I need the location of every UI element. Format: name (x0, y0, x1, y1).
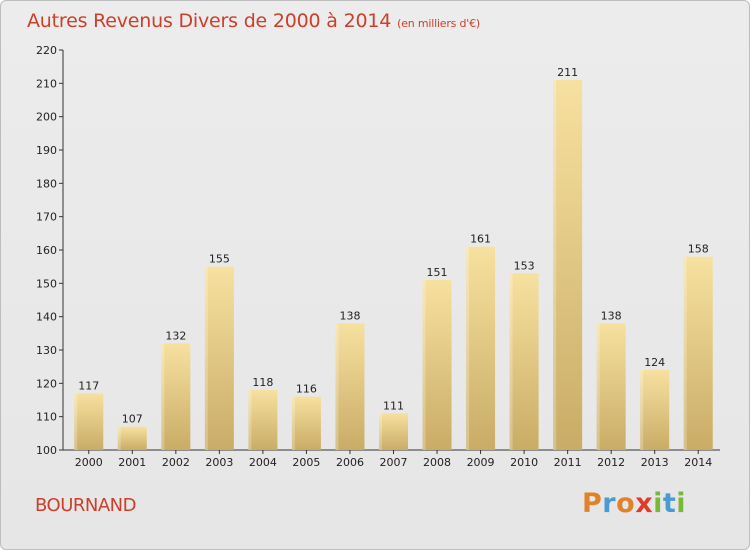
value-label-2010: 153 (514, 259, 535, 272)
bar-2012 (596, 323, 626, 450)
y-tick-label: 200 (36, 111, 57, 124)
chart-title: Autres Revenus Divers de 2000 à 2014 (en … (27, 10, 480, 32)
value-label-2008: 151 (427, 266, 448, 279)
logo-letter: x (635, 488, 654, 519)
x-tick-label-2003: 2003 (205, 456, 233, 469)
bar-highlight-2011 (553, 80, 557, 450)
value-label-2001: 107 (122, 413, 143, 426)
bar-2001 (117, 426, 147, 450)
value-label-2014: 158 (688, 243, 709, 256)
x-tick-label-2012: 2012 (597, 456, 625, 469)
chart-subtitle: (en milliers d'€) (397, 17, 481, 30)
bar-2013 (640, 370, 670, 450)
bar-highlight-2004 (248, 390, 252, 450)
x-tick-label-2007: 2007 (380, 456, 408, 469)
bar-2009 (466, 246, 496, 450)
x-axis: 2000 2001 2002 2003 2004 2005 2006 2007 2008 2009… (63, 449, 720, 469)
chart-title-main: Autres Revenus Divers de 2000 à 2014 (27, 10, 392, 32)
x-tick-label-2002: 2002 (162, 456, 190, 469)
x-tick-label-2010: 2010 (510, 456, 538, 469)
y-tick-label: 160 (36, 244, 57, 257)
bar-highlight-2007 (379, 413, 382, 450)
y-tick-label: 180 (36, 177, 57, 190)
x-tick-label-2013: 2013 (641, 456, 669, 469)
y-tick-label: 110 (36, 411, 57, 424)
bar-2006 (335, 323, 365, 450)
value-label-2011: 211 (557, 66, 578, 79)
x-tick-label-2014: 2014 (684, 456, 712, 469)
y-tick-label: 120 (36, 377, 57, 390)
bar-highlight-2001 (117, 426, 121, 450)
value-label-2009: 161 (470, 233, 491, 246)
logo-letter: P (582, 488, 603, 519)
bar-highlight-2002 (161, 343, 165, 450)
x-tick-label-2004: 2004 (249, 456, 277, 469)
value-label-2013: 124 (644, 356, 665, 369)
bar-highlight-2008 (422, 280, 426, 450)
value-label-2006: 138 (339, 309, 360, 322)
bar-2000 (74, 393, 104, 450)
bar-2002 (161, 343, 191, 450)
value-label-2004: 118 (252, 376, 273, 389)
y-tick-label: 170 (36, 211, 57, 224)
logo-letter: i (676, 488, 687, 519)
bar-highlight-2003 (204, 266, 208, 450)
bar-2014 (683, 256, 713, 450)
y-tick-label: 190 (36, 144, 57, 157)
bars (74, 80, 713, 450)
y-tick-label: 100 (36, 444, 57, 457)
x-tick-label-2011: 2011 (554, 456, 582, 469)
bar-highlight-2000 (74, 393, 78, 450)
y-tick-label: 130 (36, 344, 57, 357)
bar-highlight-2006 (335, 323, 339, 450)
y-tick-label: 220 (36, 44, 57, 57)
x-tick-label-2001: 2001 (118, 456, 146, 469)
value-label-2000: 117 (78, 379, 99, 392)
bar-2004 (248, 390, 278, 450)
proxiti-logo: Proxiti (582, 488, 686, 519)
y-tick-label: 210 (36, 77, 57, 90)
logo-letter: o (616, 488, 636, 519)
bar-2007 (379, 413, 408, 450)
bar-2010 (509, 273, 539, 450)
logo-letter: r (602, 488, 617, 519)
value-label-2002: 132 (165, 329, 186, 342)
x-tick-label-2006: 2006 (336, 456, 364, 469)
x-tick-label-2008: 2008 (423, 456, 451, 469)
bar-highlight-2009 (466, 246, 470, 450)
y-axis: 100 110 120 130 140 150 160 170 180 190 200 210 220 (36, 44, 64, 457)
x-tick-label-2009: 2009 (467, 456, 495, 469)
bar-highlight-2005 (291, 396, 295, 450)
y-tick-label: 140 (36, 311, 57, 324)
x-tick-label-2000: 2000 (75, 456, 103, 469)
bar-highlight-2012 (596, 323, 600, 450)
bar-2005 (291, 396, 321, 450)
bar-highlight-2014 (683, 256, 687, 450)
logo-letter: i (653, 488, 663, 519)
logo-letter: t (662, 488, 677, 519)
commune-name: BOURNAND (35, 495, 137, 516)
value-label-2005: 116 (296, 383, 317, 396)
bar-2011 (553, 80, 583, 450)
value-label-2007: 111 (383, 399, 404, 412)
value-label-2003: 155 (209, 253, 230, 266)
bar-highlight-2010 (509, 273, 513, 450)
value-label-2012: 138 (601, 309, 622, 322)
bar-2008 (422, 280, 452, 450)
bar-highlight-2013 (640, 370, 644, 450)
x-tick-label-2005: 2005 (292, 456, 320, 469)
bar-2003 (204, 266, 234, 450)
y-tick-label: 150 (36, 277, 57, 290)
value-labels: 117 107 132 155 118 116 138 111 151 161 153 211 138 1… (78, 66, 708, 426)
